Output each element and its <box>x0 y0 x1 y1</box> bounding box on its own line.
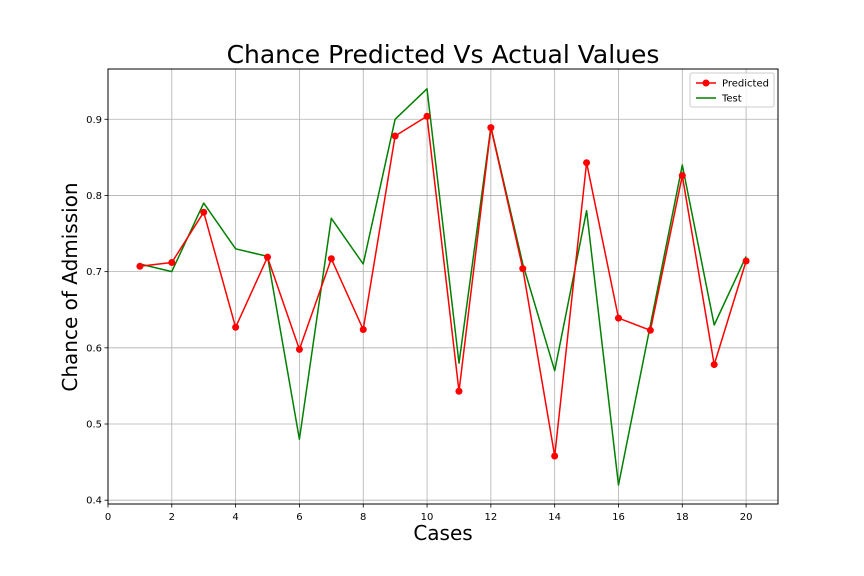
predicted-point <box>200 208 208 216</box>
predicted-point <box>391 132 399 140</box>
predicted-point <box>359 326 367 334</box>
y-tick-label: 0.8 <box>86 191 102 202</box>
x-tick-label: 12 <box>484 512 497 523</box>
x-tick-label: 4 <box>232 512 238 523</box>
predicted-point <box>455 387 463 395</box>
x-tick-label: 6 <box>296 512 302 523</box>
predicted-point <box>614 314 622 322</box>
predicted-point <box>519 265 527 273</box>
series-layer <box>136 88 750 486</box>
x-tick-label: 2 <box>169 512 175 523</box>
chart-title: Chance Predicted Vs Actual Values <box>227 40 660 69</box>
grid <box>107 69 778 504</box>
x-tick-label: 0 <box>105 512 111 523</box>
y-tick-label: 0.4 <box>86 496 102 507</box>
x-tick-label: 14 <box>548 512 561 523</box>
predicted-legend-marker <box>702 79 710 87</box>
predicted-point <box>264 253 272 261</box>
x-tick-label: 8 <box>360 512 366 523</box>
test-series-line <box>139 88 747 486</box>
predicted-point <box>742 257 750 265</box>
y-tick-label: 0.6 <box>86 343 102 354</box>
predicted-point <box>327 255 335 263</box>
predicted-point <box>678 172 686 180</box>
x-tick-label: 16 <box>612 512 625 523</box>
test-legend-label: Test <box>721 94 742 105</box>
ticks: 0 2 4 6 8 10 12 14 16 18 20 0.4 0.5 0.6 0.7 0.8 0.9 <box>86 115 752 523</box>
predicted-point <box>710 361 718 369</box>
predicted-legend-label: Predicted <box>722 79 769 90</box>
predicted-series-line <box>139 115 747 457</box>
predicted-point <box>136 262 144 270</box>
predicted-point <box>168 259 176 267</box>
y-tick-label: 0.5 <box>86 420 102 431</box>
predicted-point <box>551 452 559 460</box>
y-axis-label: Chance of Admission <box>58 182 82 391</box>
y-tick-label: 0.7 <box>86 267 102 278</box>
x-tick-label: 10 <box>421 512 434 523</box>
plot-frame <box>107 68 779 505</box>
x-tick-label: 20 <box>740 512 753 523</box>
predicted-point <box>487 124 495 132</box>
predicted-point <box>295 345 303 353</box>
predicted-point <box>646 326 654 334</box>
x-tick-label: 18 <box>676 512 689 523</box>
y-tick-label: 0.9 <box>86 115 102 126</box>
predicted-point <box>583 159 591 167</box>
x-axis-label: Cases <box>413 521 472 545</box>
predicted-point <box>423 112 431 120</box>
legend: Predicted Test <box>689 72 775 108</box>
predicted-point <box>232 323 240 331</box>
